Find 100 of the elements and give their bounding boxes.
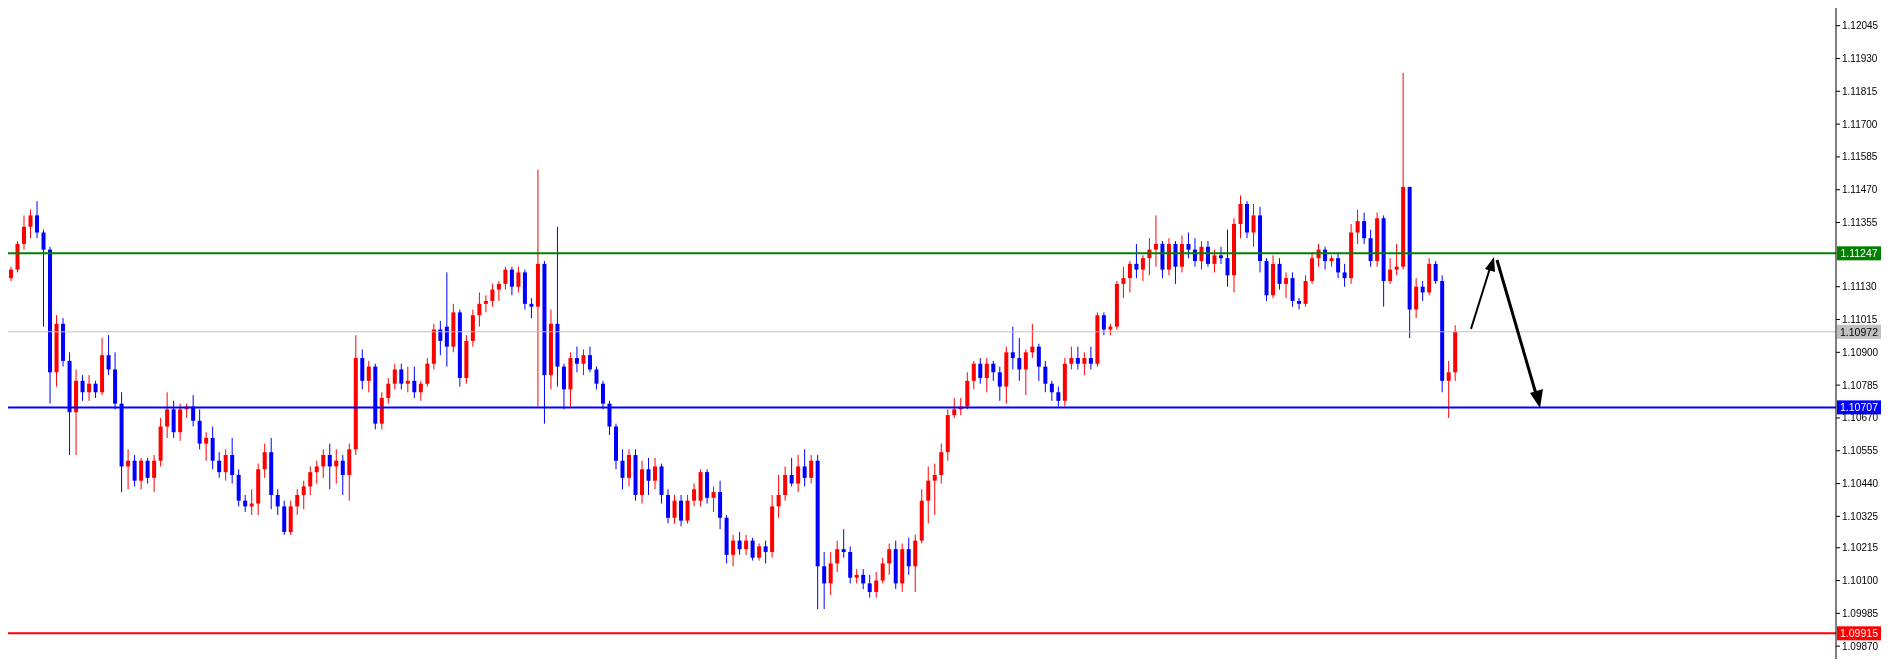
candlestick xyxy=(796,454,801,493)
candlestick xyxy=(1186,232,1191,259)
candlestick xyxy=(80,374,85,402)
candlestick xyxy=(1075,346,1080,370)
y-tick-label: 1.11815 xyxy=(1842,85,1878,97)
candlestick xyxy=(711,485,716,513)
candlestick xyxy=(490,283,495,308)
candlestick xyxy=(444,271,449,368)
candlestick xyxy=(425,357,430,388)
candlestick xyxy=(516,266,521,293)
candlestick xyxy=(1049,380,1054,402)
candlestick xyxy=(1036,343,1041,382)
candlestick xyxy=(952,397,957,419)
candlestick xyxy=(399,363,404,390)
candlestick xyxy=(763,540,768,564)
y-tick-label: 1.11470 xyxy=(1842,184,1878,196)
candlestick xyxy=(275,488,280,516)
candlestick xyxy=(1043,360,1048,393)
candlestick xyxy=(822,551,827,610)
y-tick-label: 1.10215 xyxy=(1842,542,1879,554)
candlestick xyxy=(1082,351,1087,376)
candlestick xyxy=(392,363,397,390)
candlestick xyxy=(386,377,391,405)
candlestick xyxy=(230,437,235,485)
candlestick xyxy=(679,494,684,527)
candlestick xyxy=(210,426,215,470)
candlestick xyxy=(1414,277,1419,319)
candlestick xyxy=(477,291,482,328)
candlestick xyxy=(1303,274,1308,308)
y-tick-label: 1.10900 xyxy=(1842,346,1879,358)
candlestick xyxy=(932,463,937,516)
candlestick xyxy=(672,494,677,524)
candlestick xyxy=(217,451,222,479)
candlestick xyxy=(737,531,742,556)
candlestick xyxy=(503,266,508,291)
candlestick xyxy=(802,448,807,487)
candlestick xyxy=(41,229,46,328)
candlestick xyxy=(906,537,911,576)
candlestick xyxy=(627,448,632,487)
candlestick xyxy=(509,266,514,296)
candlestick xyxy=(1368,229,1373,268)
candlestick xyxy=(750,537,755,562)
candlestick xyxy=(926,465,931,524)
y-tick-label: 1.10100 xyxy=(1842,575,1879,587)
candlestick xyxy=(887,542,892,576)
candlestick xyxy=(685,494,690,524)
candlestick xyxy=(587,346,592,373)
candlestick xyxy=(1134,243,1139,279)
candlestick xyxy=(1153,214,1158,268)
candlestick xyxy=(1355,209,1360,245)
candlestick xyxy=(1173,240,1178,285)
candlestick xyxy=(783,465,788,502)
y-tick-label: 1.11700 xyxy=(1842,118,1878,130)
candlestick xyxy=(809,454,814,485)
candlestick xyxy=(874,571,879,599)
candlestick xyxy=(327,443,332,490)
candlestick xyxy=(620,448,625,490)
candlestick xyxy=(880,557,885,584)
y-tick-label: 1.10325 xyxy=(1842,510,1879,522)
candlestick xyxy=(841,528,846,559)
candlestick xyxy=(1121,266,1126,299)
candlestick xyxy=(366,360,371,393)
candlestick xyxy=(984,357,989,393)
y-tick-label: 1.11930 xyxy=(1842,53,1878,65)
candlestick xyxy=(132,454,137,487)
y-tick-label: 1.10785 xyxy=(1842,379,1879,391)
candlestick xyxy=(1277,257,1282,291)
candlestick xyxy=(1433,260,1438,285)
candlestick xyxy=(828,551,833,596)
candlestick xyxy=(165,391,170,439)
candlestick xyxy=(1017,337,1022,382)
candlestick xyxy=(321,448,326,479)
ref-line-label: 1.11247 xyxy=(1840,247,1878,260)
y-tick-label: 1.09985 xyxy=(1842,607,1879,619)
candlestick xyxy=(1140,254,1145,282)
candlestick xyxy=(1225,229,1230,288)
candlestick xyxy=(581,348,586,376)
candlestick xyxy=(1342,263,1347,288)
candlestick xyxy=(1251,203,1256,248)
candlestick xyxy=(262,443,267,479)
candlestick xyxy=(1238,194,1243,239)
candlestick xyxy=(1069,346,1074,370)
candlestick xyxy=(360,348,365,390)
candlestick xyxy=(1218,246,1223,265)
candlestick xyxy=(594,366,599,390)
y-tick-label: 1.11015 xyxy=(1842,314,1878,326)
candlestick xyxy=(106,334,111,376)
y-tick-label: 1.11130 xyxy=(1842,281,1878,293)
candlestick xyxy=(744,534,749,556)
candlestick xyxy=(35,200,40,239)
candlestick xyxy=(145,457,150,485)
candlestick xyxy=(204,431,209,462)
candlestick xyxy=(1127,260,1132,293)
candlestick xyxy=(22,214,27,251)
candlestick xyxy=(666,488,671,524)
ref-line-label: 1.10972 xyxy=(1840,325,1879,338)
y-tick-label: 1.09870 xyxy=(1842,640,1879,652)
candlestick xyxy=(861,568,866,590)
candlestick xyxy=(28,209,33,239)
candlestick xyxy=(1290,271,1295,308)
